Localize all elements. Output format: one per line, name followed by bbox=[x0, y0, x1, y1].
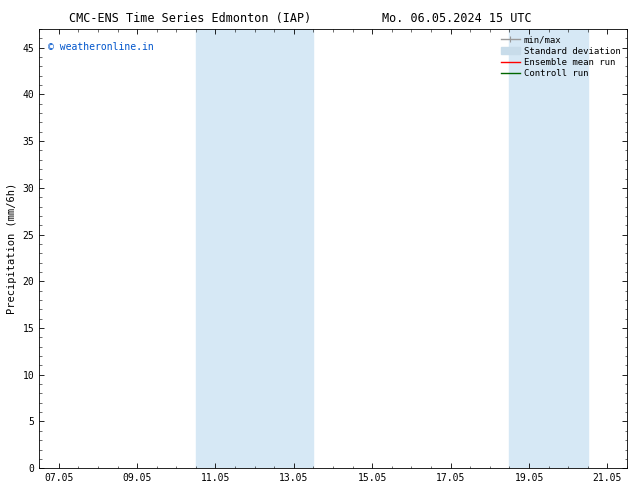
Bar bbox=[196, 29, 313, 468]
Text: © weatheronline.in: © weatheronline.in bbox=[48, 42, 153, 52]
Bar bbox=[510, 29, 588, 468]
Text: CMC-ENS Time Series Edmonton (IAP): CMC-ENS Time Series Edmonton (IAP) bbox=[69, 12, 311, 25]
Y-axis label: Precipitation (mm/6h): Precipitation (mm/6h) bbox=[7, 183, 17, 314]
Legend: min/max, Standard deviation, Ensemble mean run, Controll run: min/max, Standard deviation, Ensemble me… bbox=[499, 33, 623, 80]
Text: Mo. 06.05.2024 15 UTC: Mo. 06.05.2024 15 UTC bbox=[382, 12, 531, 25]
